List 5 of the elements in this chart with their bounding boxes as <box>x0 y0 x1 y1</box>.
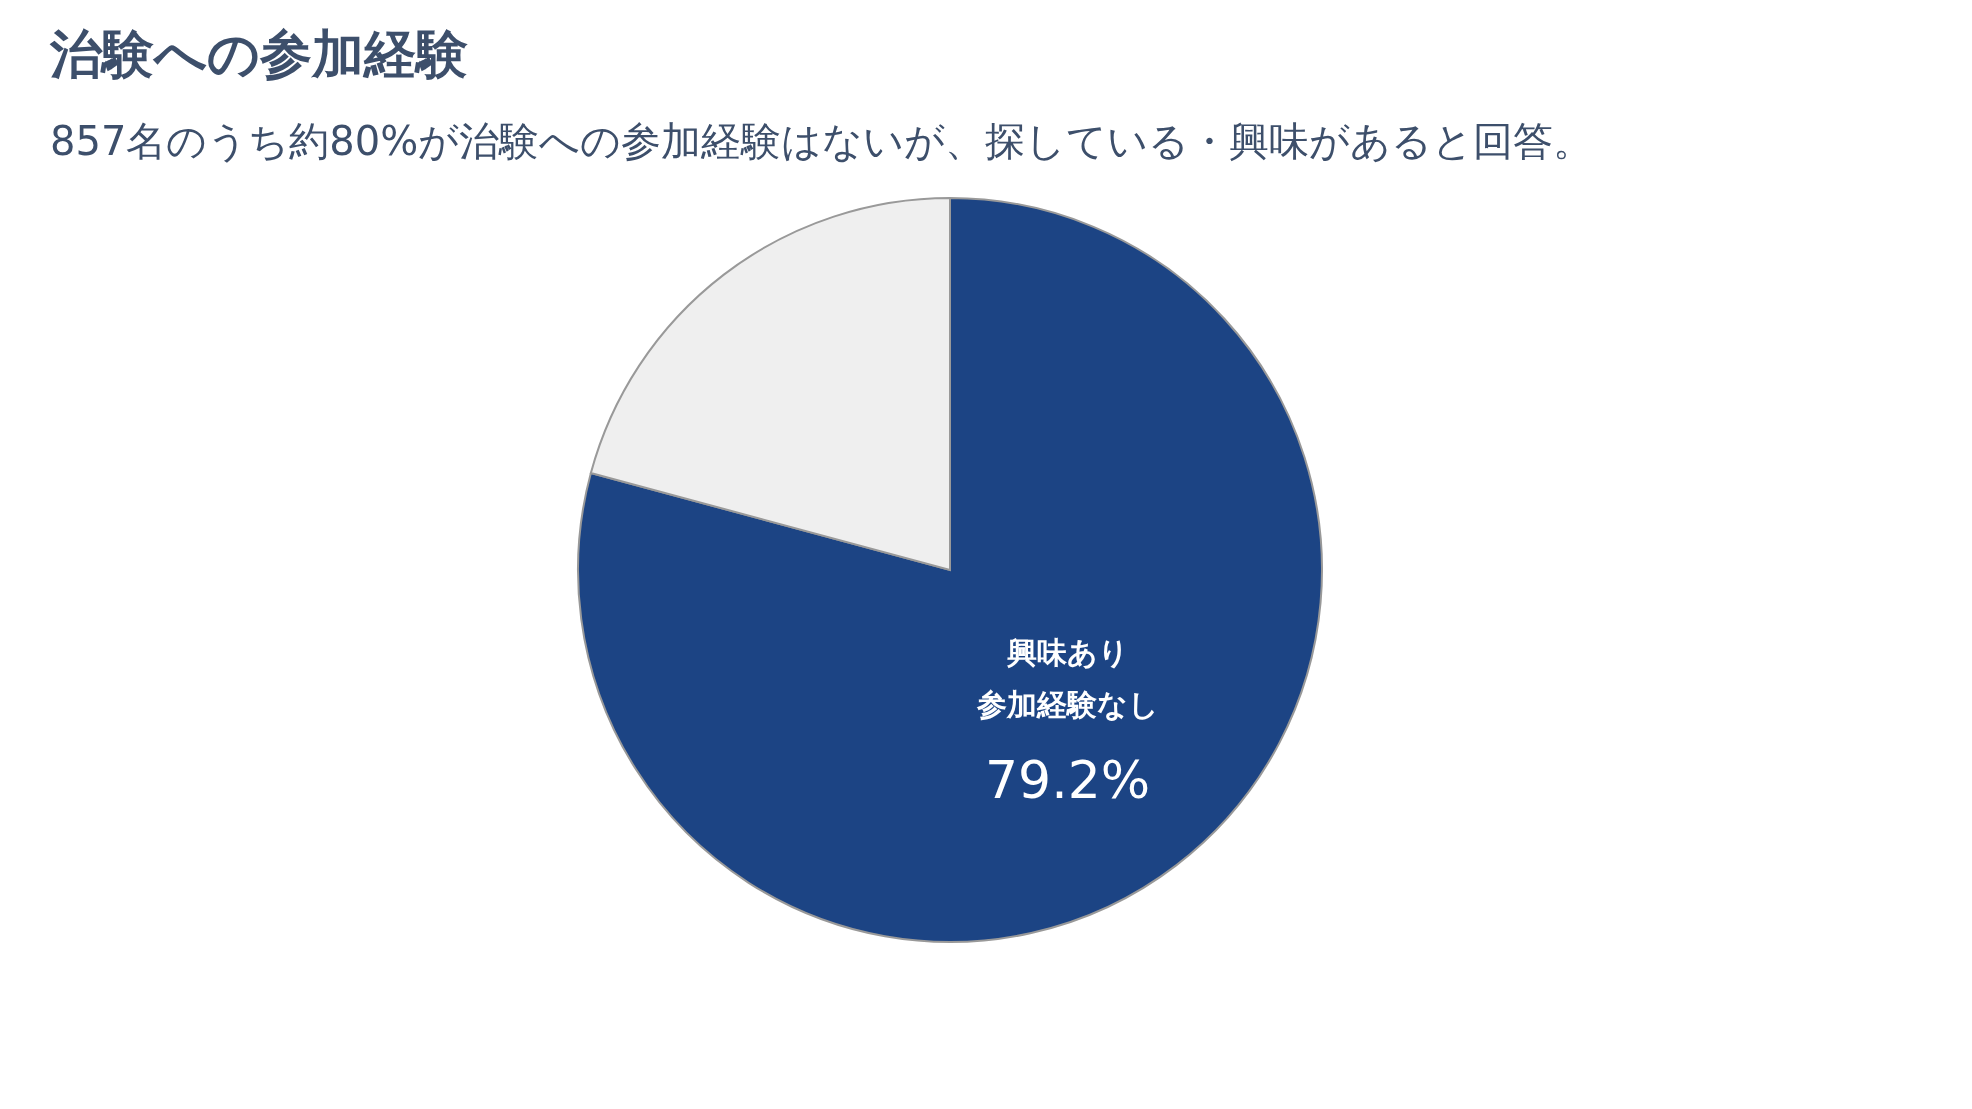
data-label: 79.2% <box>985 749 1151 810</box>
chart-subtitle: 857名のうち約80%が治験への参加経験はないが、探している・興味があると回答。 <box>50 118 1594 164</box>
slice-label: 興味あり参加経験なし <box>975 634 1159 722</box>
pie-slice <box>577 197 1323 943</box>
chart-title: 治験への参加経験 <box>49 24 468 84</box>
